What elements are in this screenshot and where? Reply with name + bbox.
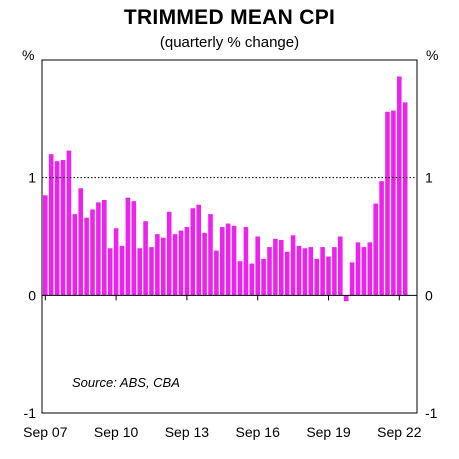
bar bbox=[397, 76, 402, 296]
source-note: Source: ABS, CBA bbox=[72, 375, 180, 390]
bar bbox=[78, 188, 83, 296]
bar bbox=[131, 201, 137, 296]
y-tick-label-left: -1 bbox=[24, 405, 37, 421]
bar bbox=[84, 217, 89, 296]
bar bbox=[113, 228, 119, 296]
bar bbox=[225, 223, 231, 296]
bar bbox=[308, 247, 314, 296]
bar bbox=[48, 154, 54, 296]
bar bbox=[202, 232, 207, 296]
bar bbox=[243, 227, 249, 296]
bar bbox=[143, 221, 148, 296]
bar bbox=[72, 214, 78, 296]
bar bbox=[290, 235, 296, 296]
bar bbox=[402, 102, 408, 296]
bar bbox=[296, 245, 302, 296]
chart-title: TRIMMED MEAN CPI bbox=[123, 6, 336, 29]
bar bbox=[184, 227, 190, 296]
bar bbox=[178, 230, 184, 296]
x-tick-label: Sep 22 bbox=[377, 424, 422, 440]
ticks-layer bbox=[44, 295, 400, 301]
bar bbox=[284, 251, 290, 296]
bar bbox=[367, 242, 373, 296]
bar bbox=[149, 247, 154, 296]
bar bbox=[249, 263, 255, 296]
bar bbox=[320, 247, 325, 296]
bar bbox=[119, 245, 125, 296]
bar bbox=[125, 197, 131, 296]
bars-layer bbox=[43, 76, 408, 302]
bar bbox=[220, 227, 225, 296]
bar bbox=[261, 258, 266, 296]
bar bbox=[190, 208, 196, 296]
y-tick-label-right: 0 bbox=[425, 287, 433, 303]
bar bbox=[208, 214, 213, 296]
bar bbox=[54, 161, 60, 296]
bar bbox=[166, 211, 172, 296]
x-tick-label: Sep 16 bbox=[236, 424, 281, 440]
bar bbox=[273, 238, 278, 296]
bar bbox=[155, 234, 160, 296]
bar bbox=[338, 236, 343, 296]
y-tick-label-left: 1 bbox=[28, 170, 36, 186]
bar bbox=[66, 150, 72, 296]
bar bbox=[332, 247, 337, 296]
bar bbox=[43, 195, 48, 296]
bar bbox=[161, 237, 166, 296]
bar bbox=[279, 240, 284, 296]
bar bbox=[326, 256, 331, 296]
chart-subtitle: (quarterly % change) bbox=[159, 34, 300, 51]
bar bbox=[349, 262, 355, 296]
bar bbox=[237, 261, 243, 296]
bar bbox=[107, 248, 113, 296]
bar bbox=[373, 203, 378, 296]
bar bbox=[267, 247, 272, 296]
bar bbox=[231, 225, 237, 296]
x-tick-label: Sep 10 bbox=[94, 424, 139, 440]
bar bbox=[60, 160, 66, 296]
bar bbox=[214, 250, 219, 296]
bar bbox=[196, 204, 201, 296]
y-tick-label-right: -1 bbox=[425, 405, 438, 421]
y-tick-label-left: 0 bbox=[28, 287, 36, 303]
bar bbox=[355, 242, 361, 296]
y-tick-label-right: 1 bbox=[425, 170, 433, 186]
bar bbox=[302, 248, 308, 296]
bar bbox=[137, 248, 142, 296]
bar bbox=[90, 209, 95, 296]
bar bbox=[391, 110, 396, 296]
bar bbox=[379, 181, 384, 296]
bar bbox=[255, 236, 260, 296]
bar bbox=[314, 258, 319, 296]
bar bbox=[96, 202, 101, 296]
plot-frame bbox=[41, 59, 418, 414]
bar bbox=[172, 234, 178, 296]
bar bbox=[343, 295, 349, 302]
y-axis-unit-left: % bbox=[22, 47, 34, 63]
bar bbox=[385, 111, 390, 296]
x-tick-label: Sep 19 bbox=[306, 424, 351, 440]
bar bbox=[102, 200, 107, 296]
x-tick-label: Sep 07 bbox=[23, 424, 68, 440]
x-tick-label: Sep 13 bbox=[165, 424, 210, 440]
bar bbox=[361, 247, 367, 296]
y-axis-unit-right: % bbox=[426, 47, 438, 63]
